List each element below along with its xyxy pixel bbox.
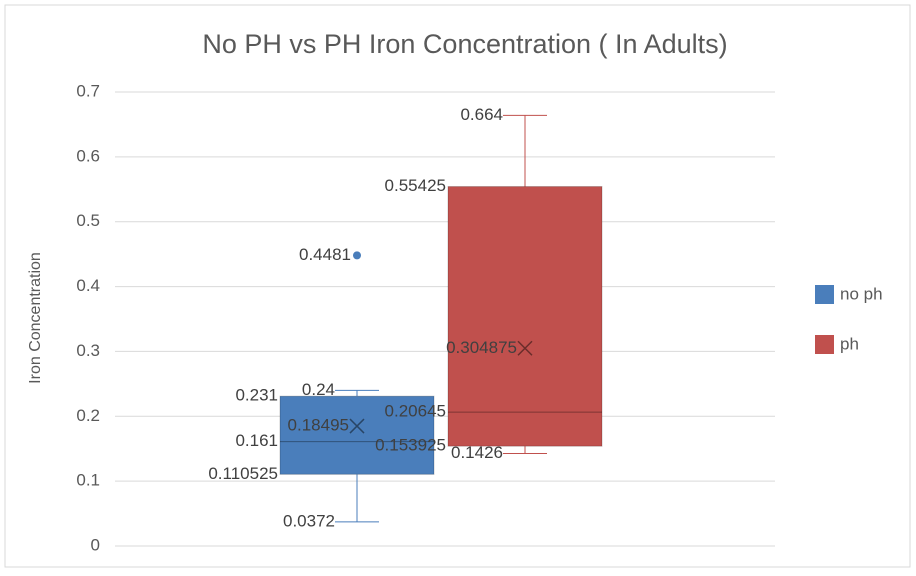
data-label: 0.20645 (385, 402, 446, 421)
box (279, 395, 435, 475)
legend-label: ph (840, 334, 859, 353)
data-label: 0.0372 (283, 511, 335, 530)
data-label: 0.55425 (385, 176, 446, 195)
y-tick-label: 0.2 (76, 406, 100, 425)
data-label: 0.304875 (446, 338, 517, 357)
y-tick-label: 0 (91, 535, 100, 554)
mean-marker (349, 418, 365, 434)
box (447, 186, 603, 447)
y-tick-label: 0.4 (76, 276, 100, 295)
data-label: 0.153925 (375, 436, 446, 455)
y-tick-label: 0.5 (76, 211, 100, 230)
legend-swatch (815, 285, 834, 304)
data-label: 0.664 (460, 105, 503, 124)
y-tick-label: 0.6 (76, 146, 100, 165)
y-tick-label: 0.7 (76, 81, 100, 100)
data-label: 0.1426 (451, 443, 503, 462)
legend-label: no ph (840, 284, 883, 303)
data-label: 0.110525 (208, 464, 278, 483)
legend-swatch (815, 335, 834, 354)
data-label: 0.4481 (299, 245, 351, 264)
chart-title: No PH vs PH Iron Concentration ( In Adul… (202, 29, 727, 59)
data-label: 0.24 (302, 380, 335, 399)
data-label: 0.161 (235, 431, 278, 450)
y-tick-label: 0.3 (76, 341, 100, 360)
data-label: 0.18495 (288, 416, 349, 435)
data-label: 0.231 (235, 386, 278, 405)
outlier (353, 251, 361, 260)
mean-marker (517, 340, 533, 356)
y-axis-label: Iron Concentration (27, 252, 44, 384)
y-tick-label: 0.1 (76, 471, 100, 490)
